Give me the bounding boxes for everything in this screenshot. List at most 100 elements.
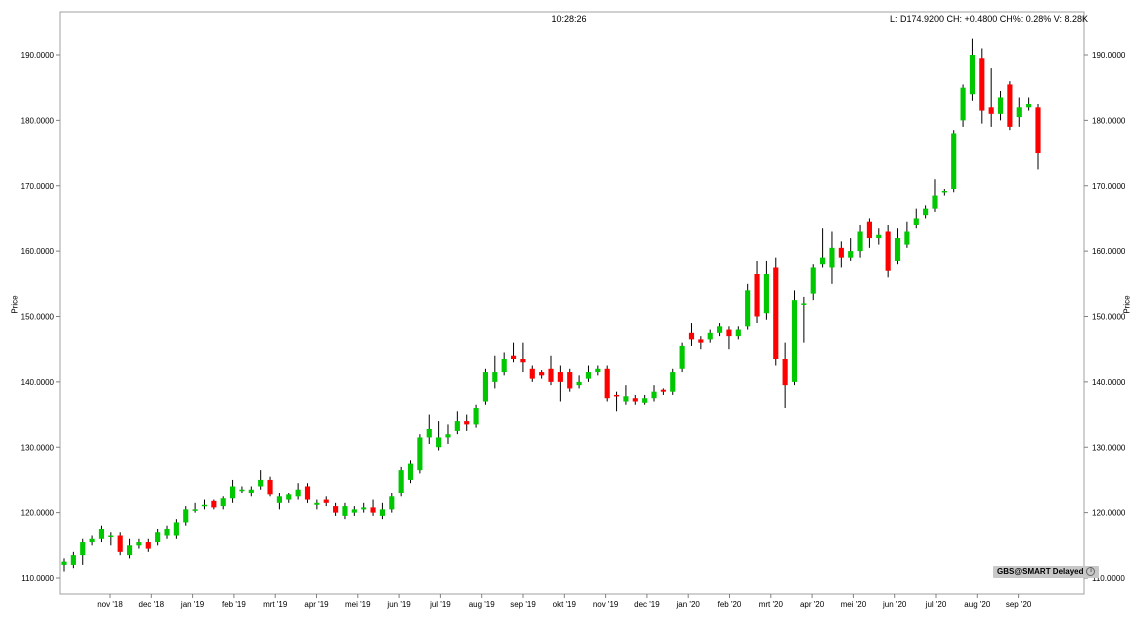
- candle: [370, 499, 376, 516]
- candle: [211, 499, 217, 510]
- candle-body: [548, 368, 554, 382]
- candle: [267, 476, 273, 497]
- y-tick-label: 120.0000: [1092, 509, 1126, 518]
- candle-body: [745, 290, 751, 327]
- candle: [717, 323, 723, 337]
- candle: [754, 260, 760, 324]
- candle-body: [304, 486, 311, 500]
- candle-body: [932, 195, 938, 209]
- candle: [482, 368, 489, 405]
- candle: [61, 558, 67, 572]
- candle-body: [679, 345, 685, 369]
- candle: [679, 342, 685, 373]
- candle: [361, 502, 367, 513]
- candle: [595, 365, 601, 376]
- x-tick-label: okt '19: [553, 600, 577, 609]
- x-tick-label: sep '19: [510, 600, 536, 609]
- y-axis-label-right: Price: [1122, 295, 1132, 314]
- candle-body: [323, 499, 329, 503]
- candle-body: [370, 507, 376, 513]
- candle-body: [510, 355, 517, 359]
- x-tick-label: jun '20: [882, 600, 907, 609]
- candle-body: [492, 372, 498, 382]
- x-axis: nov '18 dec '18 jan '19 feb '19 mrt '19 apr '…: [97, 594, 1032, 609]
- quote-info: L: D174.9200 CH: +0.4800 CH%: 0.28% V: 8…: [889, 14, 1088, 24]
- candle: [304, 483, 311, 503]
- candle: [820, 228, 826, 268]
- x-tick-label: mrt '20: [759, 600, 784, 609]
- candle: [1016, 97, 1022, 127]
- candle-body: [595, 368, 601, 373]
- candle-body: [604, 368, 610, 399]
- candle: [885, 224, 891, 278]
- data-source-badge[interactable]: GBS@SMART Delayed i: [993, 566, 1100, 578]
- candle-body: [791, 300, 798, 382]
- candle-body: [220, 498, 226, 507]
- candle: [473, 404, 479, 428]
- candle-body: [941, 190, 947, 193]
- candle: [642, 394, 648, 405]
- candle: [688, 323, 695, 346]
- candle: [763, 260, 769, 320]
- x-tick-label: jan '20: [676, 600, 701, 609]
- candle: [810, 264, 816, 301]
- y-tick-label: 160.0000: [1092, 247, 1126, 256]
- candle-body: [398, 470, 404, 494]
- candle-body: [885, 231, 891, 271]
- y-axis-right: 110.0000 120.0000 130.0000 140.0000 150.0000…: [1084, 51, 1126, 583]
- candle: [904, 221, 910, 248]
- candle: [838, 241, 844, 268]
- candles-layer: [61, 38, 1041, 572]
- candle-body: [960, 87, 966, 121]
- candle-body: [923, 208, 929, 216]
- candle-body: [155, 532, 161, 543]
- candle-body: [108, 535, 114, 538]
- y-tick-label: 110.0000: [1092, 574, 1125, 583]
- candle: [323, 496, 329, 507]
- x-tick-label: nov '19: [593, 600, 619, 609]
- candle: [89, 535, 95, 546]
- candle: [932, 179, 938, 212]
- candle-body: [585, 372, 592, 379]
- candle-body: [979, 58, 985, 111]
- candle: [98, 525, 105, 543]
- x-tick-label: feb '20: [718, 600, 742, 609]
- candle-body: [379, 509, 385, 516]
- candle-body: [445, 434, 451, 438]
- candle-body: [754, 274, 760, 317]
- candle-body: [258, 479, 264, 487]
- candle: [286, 493, 292, 503]
- candle-body: [988, 107, 994, 114]
- candle-body: [333, 506, 339, 513]
- candle-body: [651, 391, 657, 399]
- candle-body: [717, 326, 723, 333]
- candle-body: [389, 496, 395, 510]
- x-tick-label: jun '19: [386, 600, 411, 609]
- candle-body: [726, 329, 732, 337]
- candle-body: [969, 55, 976, 95]
- y-tick-label: 150.0000: [1092, 313, 1126, 322]
- candle-body: [670, 372, 676, 392]
- candle-body: [576, 381, 582, 386]
- candle: [80, 538, 86, 565]
- candle-body: [735, 329, 741, 337]
- candle: [791, 290, 798, 386]
- x-tick-label: apr '19: [304, 600, 329, 609]
- candle-body: [407, 463, 414, 480]
- candle: [941, 189, 947, 196]
- candle: [670, 368, 676, 395]
- candle: [426, 414, 432, 444]
- candle-body: [642, 398, 648, 403]
- candle: [295, 483, 301, 500]
- candle: [960, 84, 966, 127]
- x-tick-label: dec '18: [139, 600, 165, 609]
- candle: [1035, 104, 1041, 170]
- candle: [576, 375, 582, 389]
- candle: [155, 528, 161, 546]
- x-tick-label: dec '19: [634, 600, 660, 609]
- chart-time: 10:28:26: [551, 14, 587, 24]
- candle: [379, 502, 385, 520]
- candle-body: [904, 231, 910, 245]
- info-icon[interactable]: i: [1086, 567, 1096, 577]
